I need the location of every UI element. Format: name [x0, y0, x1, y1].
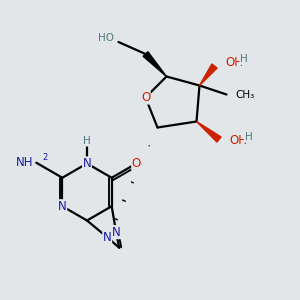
Text: OH: OH: [230, 134, 247, 148]
Text: N: N: [112, 226, 121, 238]
Text: N: N: [103, 231, 112, 244]
Text: OH: OH: [225, 56, 243, 69]
Polygon shape: [143, 52, 166, 76]
Text: O: O: [132, 157, 141, 170]
Text: HO: HO: [98, 33, 114, 43]
Text: O: O: [141, 91, 150, 104]
Text: H: H: [240, 54, 248, 64]
Text: N: N: [82, 157, 91, 170]
Text: NH: NH: [16, 156, 33, 169]
Polygon shape: [200, 64, 217, 86]
Text: N: N: [58, 200, 67, 213]
Text: H: H: [83, 136, 91, 146]
Text: CH₃: CH₃: [236, 89, 255, 100]
Text: H: H: [244, 132, 252, 142]
Polygon shape: [196, 122, 221, 142]
Text: 2: 2: [42, 153, 47, 162]
